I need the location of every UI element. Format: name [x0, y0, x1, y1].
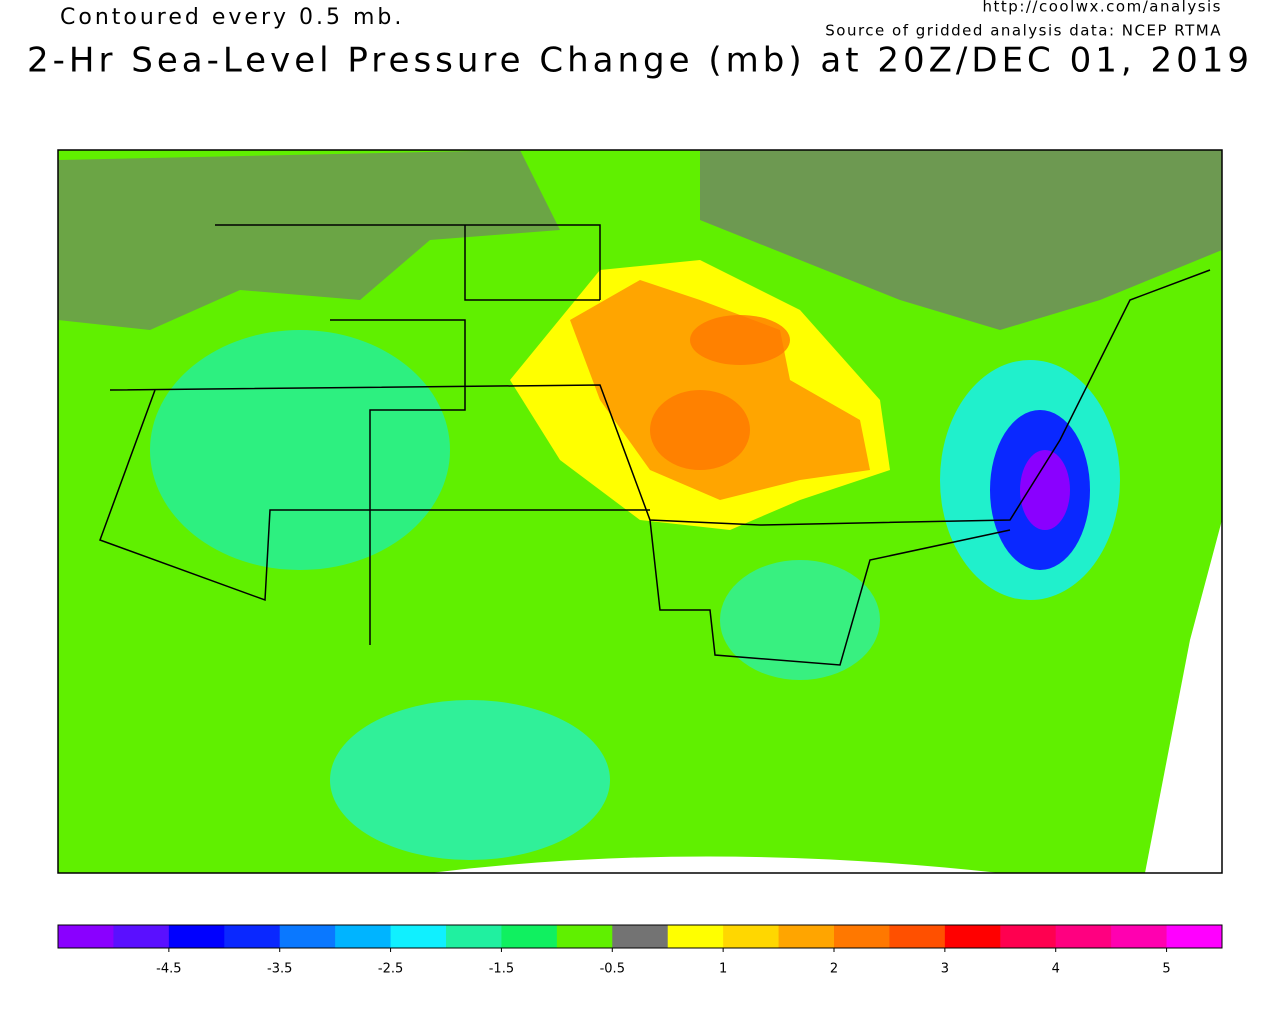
shade-area	[650, 390, 750, 470]
colorbar-segment	[834, 925, 890, 948]
colorbar-segment	[224, 925, 281, 948]
colorbar-tick-label: -0.5	[600, 962, 625, 977]
colorbar-segment	[556, 925, 613, 948]
colorbar: -4.5 -3.5 -2.5 -1.5 -0.5 1 2 3 4 5	[57, 924, 1223, 977]
colorbar-tick-label: 5	[1162, 962, 1170, 977]
shade-area	[700, 150, 1222, 330]
map-title: 2-Hr Sea-Level Pressure Change (mb) at 2…	[27, 41, 1253, 81]
colorbar-tick-label: -2.5	[378, 962, 403, 977]
colorbar-segment	[778, 925, 835, 948]
colorbar-segment	[501, 925, 558, 948]
colorbar-tick-label: 2	[830, 962, 838, 977]
colorbar-segment	[390, 925, 447, 948]
colorbar-segment	[58, 925, 114, 948]
colorbar-tick-label: 3	[941, 962, 949, 977]
colorbar-segment	[279, 925, 336, 948]
shade-area	[150, 330, 450, 570]
colorbar-tick-label: 4	[1052, 962, 1060, 977]
colorbar-segment	[113, 925, 170, 948]
contour-note: Contoured every 0.5 mb.	[60, 5, 404, 30]
source-url: http://coolwx.com/analysis	[983, 0, 1222, 16]
colorbar-segment	[1000, 925, 1057, 948]
colorbar-tick-label: -1.5	[489, 962, 514, 977]
colorbar-segment	[1166, 925, 1223, 948]
colorbar-segment	[168, 925, 225, 948]
shade-area	[58, 150, 560, 330]
colorbar-segment	[335, 925, 392, 948]
colorbar-segment	[723, 925, 780, 948]
colorbar-segment	[889, 925, 946, 948]
colorbar-tick-label: 1	[719, 962, 727, 977]
colorbar-segment	[944, 925, 1001, 948]
boundary-lines	[99, 224, 1211, 666]
colorbar-frame	[57, 924, 1223, 949]
colorbar-segment	[1055, 925, 1112, 948]
shade-area	[690, 315, 790, 365]
colorbar-segment	[446, 925, 502, 948]
shade-area	[720, 560, 880, 680]
no-data	[430, 856, 1000, 873]
shade-area	[570, 280, 870, 500]
shade-area	[1020, 450, 1070, 530]
shade-area	[330, 700, 610, 860]
colorbar-segment	[612, 925, 669, 948]
source-note: Source of gridded analysis data: NCEP RT…	[825, 22, 1222, 40]
map-frame	[57, 149, 1223, 874]
colorbar-segment	[1111, 925, 1168, 948]
colorbar-tick-label: -4.5	[156, 962, 181, 977]
colorbar-tick-label: -3.5	[267, 962, 292, 977]
no-data	[1145, 520, 1222, 873]
colorbar-segment	[667, 925, 724, 948]
map	[58, 150, 1222, 873]
